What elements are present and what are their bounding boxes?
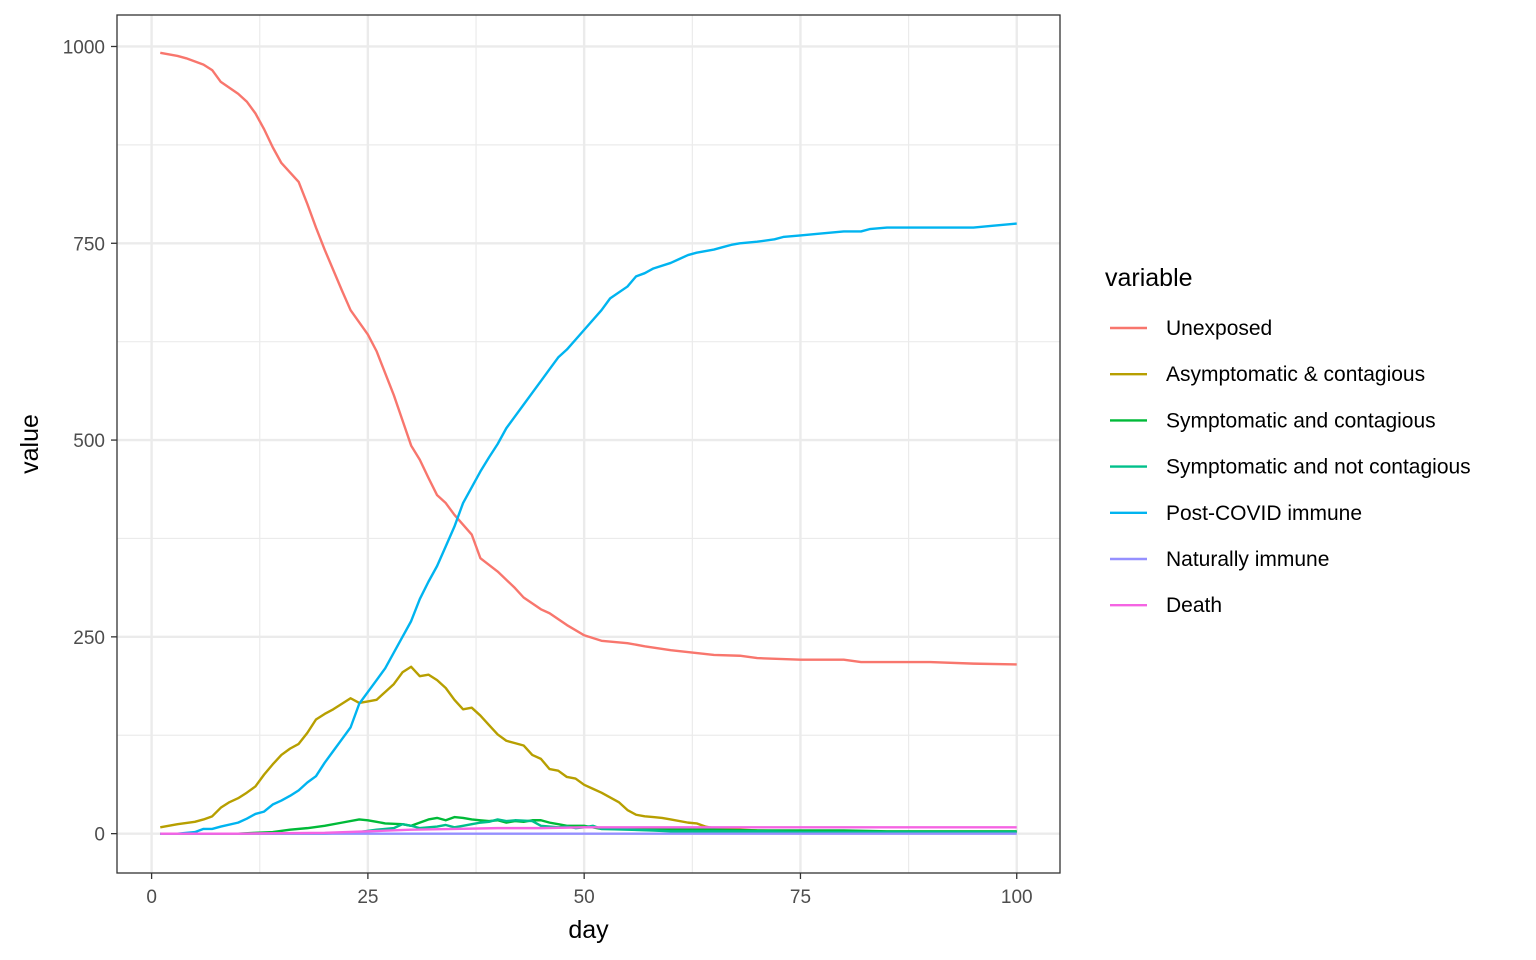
- x-tick-label: 25: [357, 887, 378, 908]
- legend-label-asymptomatic-contagious: Asymptomatic & contagious: [1166, 363, 1425, 386]
- legend-title: variable: [1105, 264, 1193, 292]
- legend-item-naturally-immune: Naturally immune: [1110, 548, 1329, 571]
- legend-item-symptomatic-and-not-contagious: Symptomatic and not contagious: [1110, 456, 1471, 479]
- y-tick-label: 250: [73, 628, 105, 649]
- legend-item-symptomatic-and-contagious: Symptomatic and contagious: [1110, 409, 1436, 432]
- y-tick-label: 1000: [63, 37, 105, 58]
- x-tick-label: 100: [1001, 887, 1033, 908]
- legend-items: Unexposed Asymptomatic & contagious Sympto…: [1110, 317, 1471, 617]
- legend-item-asymptomatic-contagious: Asymptomatic & contagious: [1110, 363, 1425, 386]
- legend-label-post-covid-immune: Post-COVID immune: [1166, 502, 1362, 525]
- series-line-unexposed: [160, 51, 1017, 666]
- x-tick-label: 0: [146, 887, 157, 908]
- y-tick-label: 500: [73, 431, 105, 452]
- series-line-post-covid-immune: [160, 222, 1017, 835]
- x-tick-label: 75: [790, 887, 811, 908]
- legend-label-naturally-immune: Naturally immune: [1166, 548, 1329, 571]
- legend-label-death: Death: [1166, 594, 1222, 617]
- legend-item-post-covid-immune: Post-COVID immune: [1110, 502, 1362, 525]
- x-tick-label: 50: [574, 887, 595, 908]
- plot-panel-border: [116, 14, 1061, 874]
- legend-label-unexposed: Unexposed: [1166, 317, 1272, 340]
- series-line-symptomatic-and-not-contagious: [160, 818, 1017, 835]
- legend-item-death: Death: [1110, 594, 1222, 617]
- x-axis: 0 25 50 75 100: [146, 873, 1033, 908]
- plot-panel: [117, 15, 1060, 873]
- legend-item-unexposed: Unexposed: [1110, 317, 1272, 340]
- legend-label-symptomatic-and-contagious: Symptomatic and contagious: [1166, 409, 1436, 432]
- minor-gridlines: [117, 15, 1060, 873]
- series-line-symptomatic-and-contagious: [160, 815, 1017, 835]
- y-axis: 0 250 500 750 1000: [63, 37, 117, 846]
- series-line-death: [160, 826, 1017, 835]
- x-axis-title: day: [568, 916, 609, 944]
- legend-label-symptomatic-and-not-contagious: Symptomatic and not contagious: [1166, 456, 1471, 479]
- y-tick-label: 750: [73, 234, 105, 255]
- y-axis-title: value: [16, 414, 44, 474]
- y-tick-label: 0: [94, 825, 105, 846]
- series-line-asymptomatic-contagious: [160, 665, 1017, 834]
- series-lines: [160, 51, 1017, 835]
- legend: variable Unexposed Asymptomatic & contagi…: [1105, 264, 1471, 617]
